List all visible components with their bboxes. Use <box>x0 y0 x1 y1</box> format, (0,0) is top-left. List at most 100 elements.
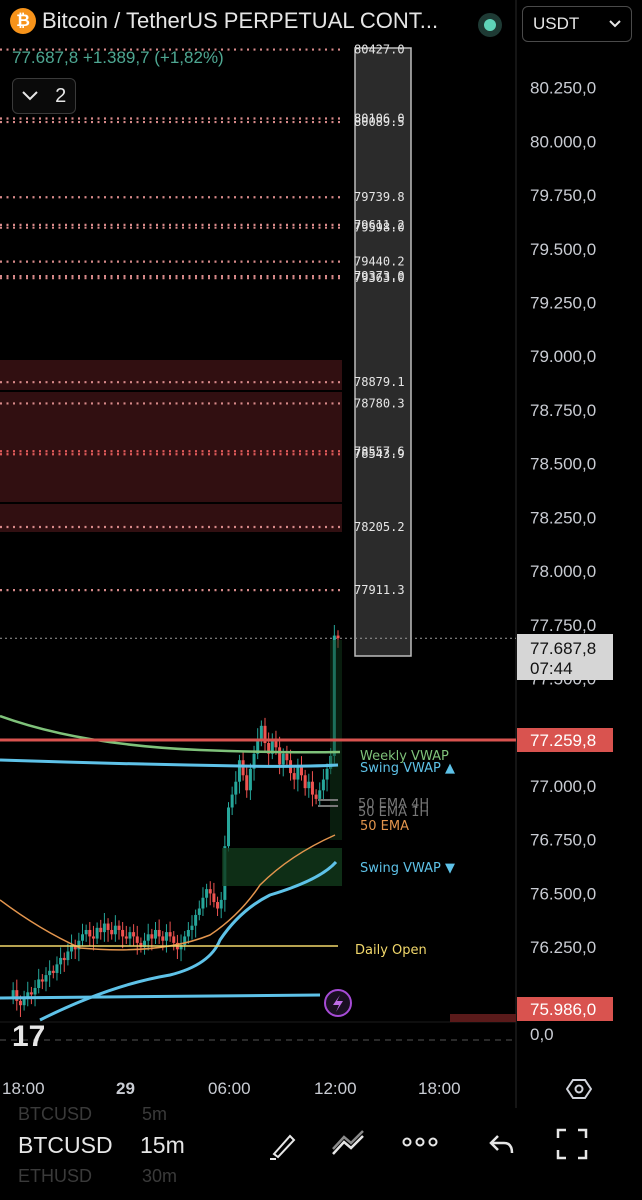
candle-body <box>208 889 212 894</box>
price-axis-label: 77.000,0 <box>530 777 596 796</box>
price-axis-label: 79.500,0 <box>530 240 596 259</box>
candle-body <box>91 936 95 939</box>
brush-icon[interactable] <box>266 1128 300 1162</box>
tradingview-logo: 17 <box>12 1020 45 1053</box>
candle-body <box>154 929 157 939</box>
candle-body <box>307 781 311 789</box>
interval-button[interactable]: 15m <box>140 1132 185 1158</box>
time-axis-label: 18:00 <box>418 1079 461 1098</box>
candle-body <box>48 970 52 976</box>
level-label: 78879.1 <box>354 375 405 389</box>
volume-bar <box>450 1014 516 1022</box>
candle-body <box>259 725 263 739</box>
ema-4h-marker <box>318 799 338 807</box>
candle-body <box>164 932 168 941</box>
candle-body <box>186 929 190 937</box>
ghost-symbol-above: BTCUSD <box>18 1104 93 1124</box>
chart-header: ₿ Bitcoin / TetherUS PERPETUAL CONT... <box>10 8 438 34</box>
last-price-label: 77.687,8 <box>530 639 596 658</box>
indicators-collapse-button[interactable]: 2 <box>12 78 76 114</box>
candle-body <box>157 929 161 937</box>
candle-body <box>146 934 150 941</box>
candle-body <box>263 725 267 744</box>
level-label: 80427.0 <box>354 43 405 57</box>
level-label: 78205.2 <box>354 520 405 534</box>
candle-body <box>55 964 59 973</box>
daily-open-price-label: 75.986,0 <box>530 1000 596 1019</box>
candle-body <box>132 932 136 937</box>
level-label: 79363.0 <box>354 271 405 285</box>
level-label: 79598.0 <box>354 221 405 235</box>
candle-body <box>336 635 340 639</box>
chevron-down-icon <box>609 20 621 28</box>
price-axis-label: 78.750,0 <box>530 401 596 420</box>
resistance-zone-1 <box>0 360 342 390</box>
currency-select[interactable]: USDT <box>522 6 632 42</box>
candle-body <box>270 738 274 754</box>
more-icon[interactable] <box>402 1136 438 1148</box>
candle-body <box>88 929 92 937</box>
candle-body <box>77 940 81 950</box>
candle-body <box>183 936 187 946</box>
candles-group <box>11 625 340 1018</box>
candle-body <box>11 990 15 997</box>
candle-body <box>179 945 183 950</box>
candle-body <box>70 945 74 952</box>
level-label: 79440.2 <box>354 255 405 269</box>
candle-body <box>303 775 307 789</box>
candle-body <box>230 794 234 808</box>
candle-body <box>201 897 205 909</box>
level-label: 79611.2 <box>354 218 405 232</box>
symbol-button[interactable]: BTCUSD <box>18 1132 113 1158</box>
level-label: 79373.0 <box>354 269 405 283</box>
resistance-zone-2 <box>0 392 342 502</box>
candle-body <box>18 1000 22 1006</box>
bottom-toolbar: BTCUSD 5m BTCUSD 15m ETHUSD 30m <box>0 1104 642 1200</box>
candle-body <box>241 760 245 776</box>
candle-body <box>22 998 26 1006</box>
level-label: 78543.9 <box>354 447 405 461</box>
candle-body <box>99 927 103 933</box>
candle-body <box>190 925 194 930</box>
price-axis-label: 77.750,0 <box>530 616 596 635</box>
time-axis-label: 18:00 <box>2 1079 45 1098</box>
candle-body <box>285 753 289 761</box>
candle-body <box>44 975 48 982</box>
daily-open-label: Daily Open <box>355 943 427 958</box>
candle-body <box>62 957 66 961</box>
ema-50-line <box>0 834 336 951</box>
daily-open-price-tag <box>517 997 613 1021</box>
price-axis-label: 80.250,0 <box>530 79 596 98</box>
candle-body <box>84 929 88 935</box>
undo-icon[interactable] <box>488 1132 516 1156</box>
candle-body <box>29 992 33 995</box>
candle-body <box>59 957 63 965</box>
price-axis-label: 76.750,0 <box>530 831 596 850</box>
candle-body <box>113 925 117 935</box>
weekly-vwap-line <box>0 714 341 754</box>
candle-body <box>325 768 329 780</box>
candle-body <box>292 773 296 780</box>
candle-body <box>121 929 125 937</box>
level-label: 78557.6 <box>354 444 405 458</box>
candle-body <box>40 979 44 982</box>
collapsed-indicator-count: 2 <box>55 84 67 107</box>
candle-body <box>168 932 172 937</box>
candle-body <box>26 992 30 999</box>
time-axis-label: 29 <box>116 1079 135 1098</box>
fullscreen-icon[interactable] <box>556 1128 588 1160</box>
candle-body <box>194 914 198 926</box>
chevron-down-icon <box>22 91 38 101</box>
candle-body <box>281 753 285 765</box>
vwap-price-tag <box>517 728 613 752</box>
swing-vwap-up-label: Swing VWAP ▲ <box>360 761 455 776</box>
candle-body <box>150 934 154 939</box>
chart-settings-icon[interactable] <box>566 1076 592 1102</box>
currency-label: USDT <box>533 14 580 33</box>
trend-line-tool-icon[interactable] <box>330 1128 366 1162</box>
price-axis-label: 80.000,0 <box>530 132 596 151</box>
candle-body <box>252 753 256 769</box>
symbol-title[interactable]: Bitcoin / TetherUS PERPETUAL CONT... <box>42 8 439 33</box>
level-label: 77911.3 <box>354 583 405 597</box>
